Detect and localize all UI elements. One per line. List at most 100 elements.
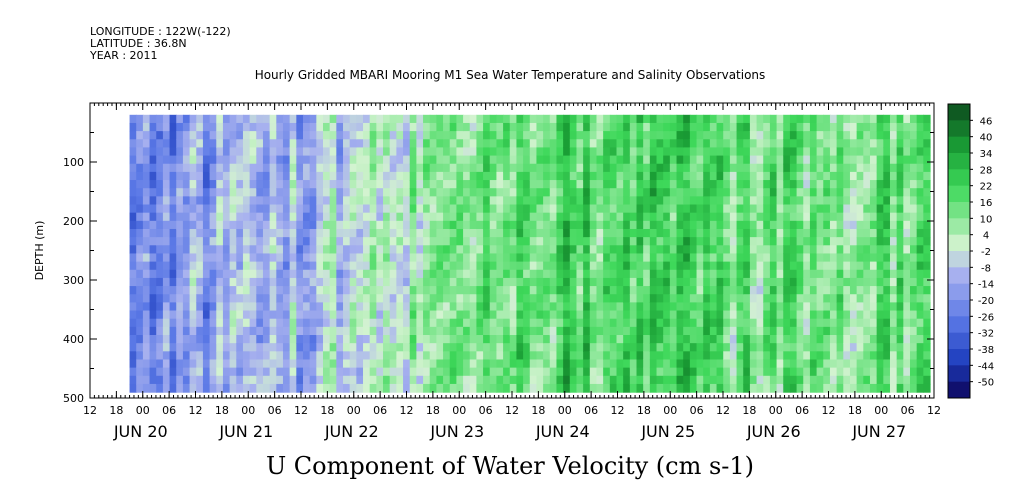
heat-cell [723,286,731,295]
heat-cell [909,131,918,140]
heat-cell [896,253,904,263]
heat-cell [202,139,211,149]
heat-cell [903,220,911,230]
heat-cell [589,147,598,157]
heat-cell [356,318,364,328]
heat-cell [409,131,417,140]
heat-cell [829,335,838,344]
heat-cell [849,204,858,214]
heat-cell [903,122,911,132]
heat-cell [709,196,718,206]
heat-cell [849,310,858,320]
heat-cell [656,196,664,206]
heat-cell [689,269,698,279]
heat-cell [883,237,891,246]
heat-cell [596,155,604,165]
heat-cell [222,114,231,124]
heat-cell [142,245,151,255]
heat-cell [509,131,518,140]
heat-cell [916,220,924,230]
heat-cell [429,302,437,312]
heat-cell [262,139,271,149]
heat-cell [509,245,518,255]
heat-cell [403,302,411,312]
heat-cell [603,294,611,303]
heat-cell [796,147,804,157]
heat-cell [736,326,744,336]
heat-cell [216,220,224,230]
heat-cell [676,286,684,295]
heat-cell [636,343,644,352]
heat-cell [909,351,918,361]
heat-cell [503,383,511,393]
heat-cell [189,163,197,173]
heat-cell [869,188,878,197]
heat-cell [556,326,564,336]
heat-cell [609,204,618,214]
heat-cell [723,171,731,181]
heat-cell [436,326,444,336]
heat-cell [669,294,678,303]
heat-cell [856,171,864,181]
heat-cell [403,383,411,393]
heat-cell [889,204,898,214]
heat-cell [336,228,344,238]
heat-cell [703,228,711,238]
heat-cell [563,122,571,132]
heat-cell [202,261,211,271]
heat-cell [369,228,377,238]
heat-cell [156,277,164,287]
heat-cell [903,245,911,255]
heat-cell [182,310,191,320]
heat-cell [709,253,718,263]
heat-cell [543,261,551,271]
heat-cell [142,253,151,263]
heat-cell [603,228,611,238]
heat-cell [256,261,264,271]
heat-cell [709,318,718,328]
heat-cell [823,220,831,230]
heat-cell [216,228,224,238]
heat-cell [583,147,591,157]
heat-cell [149,204,157,214]
heat-cell [743,261,751,271]
heat-cell [743,122,751,132]
heat-cell [216,351,224,361]
heat-cell [423,253,431,263]
heat-cell [216,310,224,320]
heat-cell [916,245,924,255]
heat-cell [736,351,744,361]
heat-cell [923,294,931,303]
heat-cell [923,155,931,165]
heat-cell [376,310,384,320]
x-hour-tick-label: 18 [637,404,651,417]
heat-cell [296,375,304,385]
heat-cell [456,294,464,303]
heat-cell [656,163,664,173]
heat-cell [749,196,758,206]
heat-cell [689,326,698,336]
heat-cell [236,343,244,352]
heat-cell [896,114,904,124]
heat-cell [763,212,771,222]
heat-cell [349,277,357,287]
heat-cell [923,114,931,124]
heat-cell [896,326,904,336]
heat-cell [356,326,364,336]
heat-cell [676,171,684,181]
heat-cell [743,302,751,312]
heat-cell [456,171,464,181]
heat-cell [269,253,277,263]
heat-cell [629,269,638,279]
heat-cell [429,228,437,238]
heat-cell [703,155,711,165]
heat-cell [596,302,604,312]
heat-cell [256,180,264,189]
heat-cell [129,122,137,132]
heat-cell [469,294,478,303]
heat-cell [483,188,491,197]
heat-cell [236,310,244,320]
heat-cell [636,220,644,230]
heat-cell [583,261,591,271]
heat-cell [396,261,404,271]
